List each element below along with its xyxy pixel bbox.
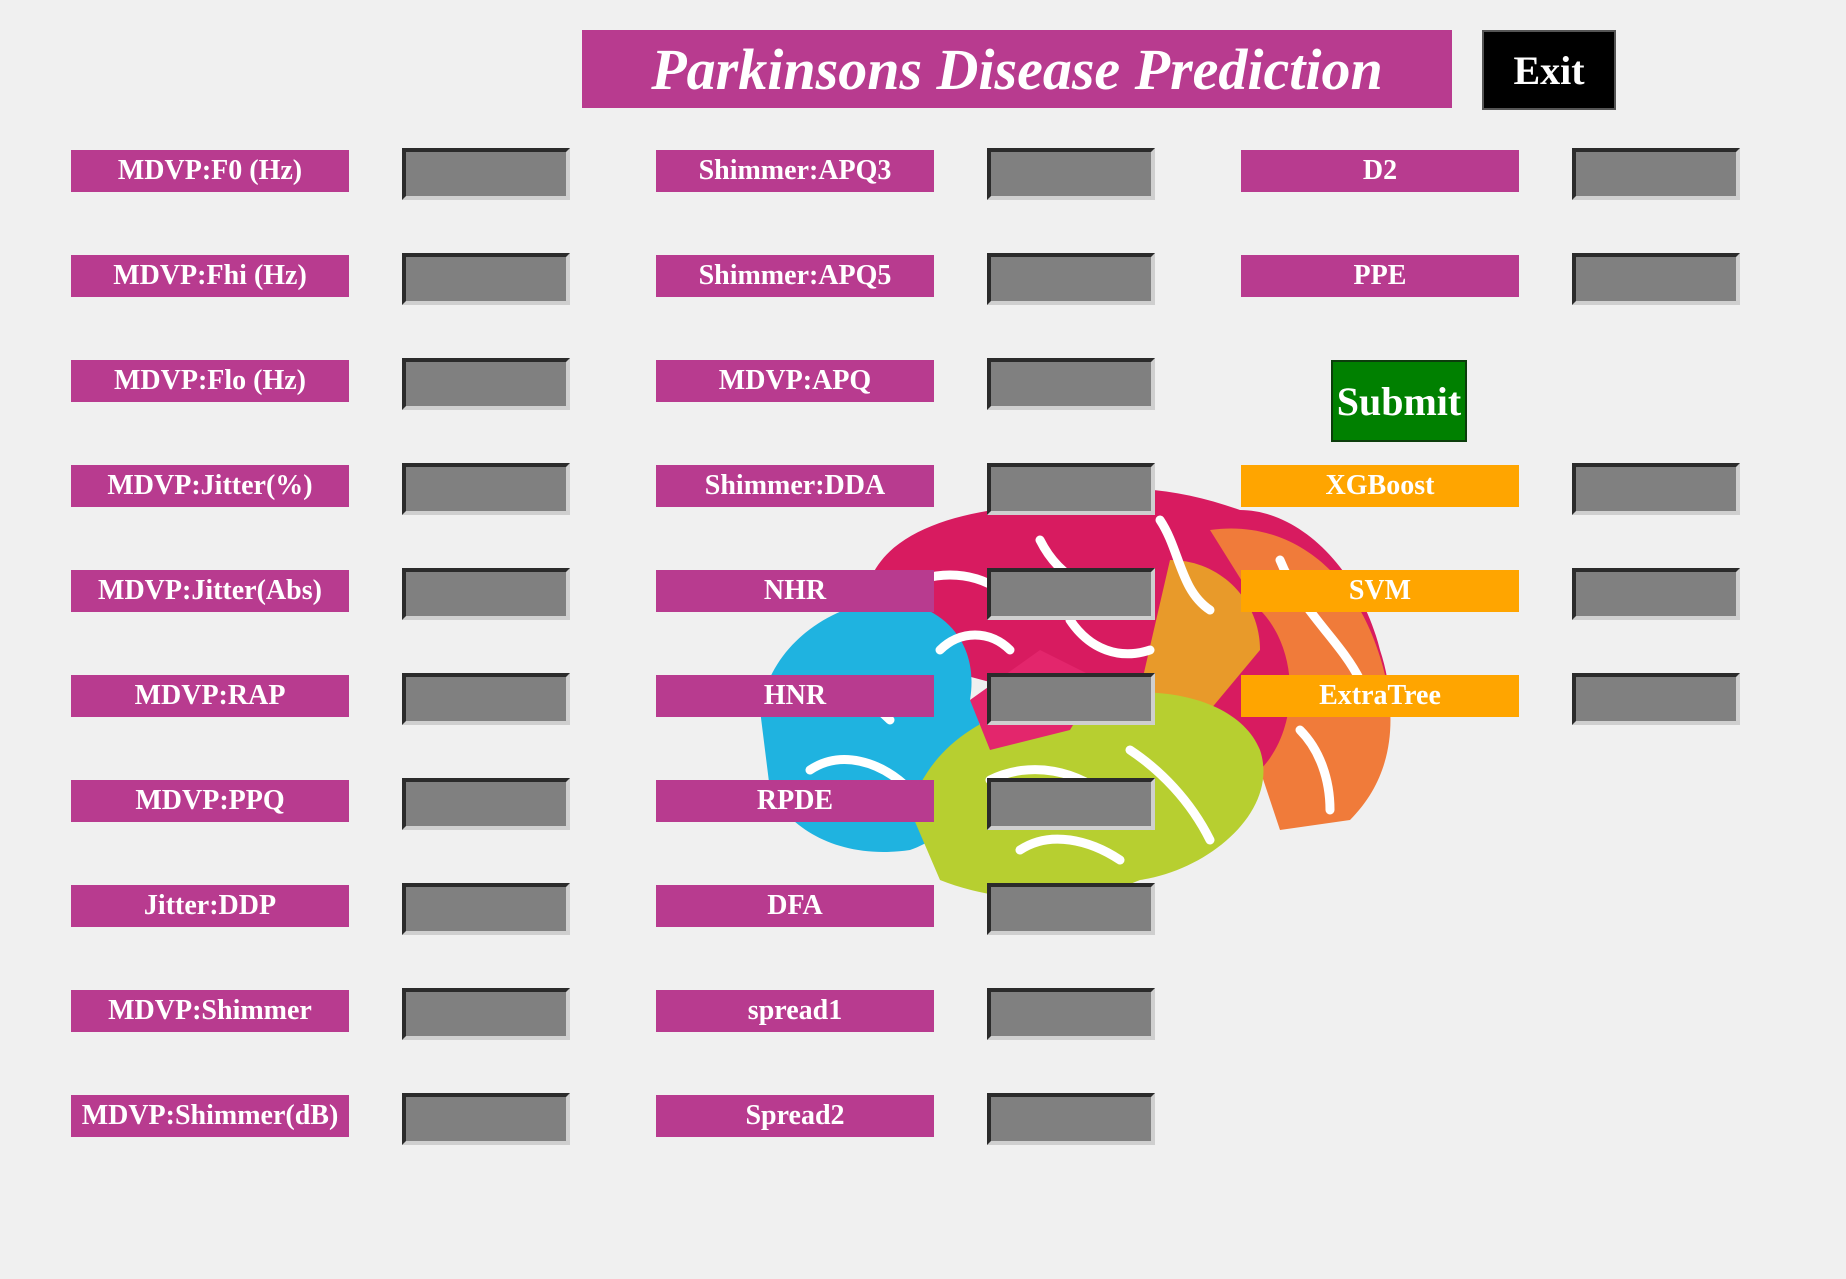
submit-button[interactable]: Submit	[1331, 360, 1467, 442]
feature-input-nhr[interactable]	[987, 568, 1155, 620]
feature-input-dfa[interactable]	[987, 883, 1155, 935]
feature-input-mdvp-jitter-abs[interactable]	[402, 568, 570, 620]
feature-label-mdvp-shimmer: MDVP:Shimmer	[71, 990, 349, 1032]
model-result-label-svm: SVM	[1241, 570, 1519, 612]
feature-input-spread1[interactable]	[987, 988, 1155, 1040]
feature-label-nhr: NHR	[656, 570, 934, 612]
feature-label-shimmer-dda: Shimmer:DDA	[656, 465, 934, 507]
feature-input-shimmer-apq3[interactable]	[987, 148, 1155, 200]
feature-input-mdvp-shimmer[interactable]	[402, 988, 570, 1040]
feature-label-mdvp-fhi-hz: MDVP:Fhi (Hz)	[71, 255, 349, 297]
feature-label-mdvp-jitter: MDVP:Jitter(%)	[71, 465, 349, 507]
feature-input-spread2[interactable]	[987, 1093, 1155, 1145]
feature-label-mdvp-apq: MDVP:APQ	[656, 360, 934, 402]
feature-input-mdvp-flo-hz[interactable]	[402, 358, 570, 410]
feature-label-dfa: DFA	[656, 885, 934, 927]
model-result-label-xgboost: XGBoost	[1241, 465, 1519, 507]
feature-label-shimmer-apq3: Shimmer:APQ3	[656, 150, 934, 192]
feature-label-ppe: PPE	[1241, 255, 1519, 297]
page-title: Parkinsons Disease Prediction	[582, 30, 1452, 108]
feature-input-jitter-ddp[interactable]	[402, 883, 570, 935]
feature-input-mdvp-ppq[interactable]	[402, 778, 570, 830]
exit-button[interactable]: Exit	[1482, 30, 1616, 110]
feature-label-mdvp-jitter-abs: MDVP:Jitter(Abs)	[71, 570, 349, 612]
feature-label-shimmer-apq5: Shimmer:APQ5	[656, 255, 934, 297]
feature-label-mdvp-flo-hz: MDVP:Flo (Hz)	[71, 360, 349, 402]
feature-input-d2[interactable]	[1572, 148, 1740, 200]
feature-input-hnr[interactable]	[987, 673, 1155, 725]
feature-label-spread1: spread1	[656, 990, 934, 1032]
feature-label-rpde: RPDE	[656, 780, 934, 822]
feature-input-mdvp-fhi-hz[interactable]	[402, 253, 570, 305]
feature-input-ppe[interactable]	[1572, 253, 1740, 305]
feature-input-mdvp-shimmer-db[interactable]	[402, 1093, 570, 1145]
feature-input-mdvp-rap[interactable]	[402, 673, 570, 725]
feature-label-mdvp-f0-hz: MDVP:F0 (Hz)	[71, 150, 349, 192]
feature-label-mdvp-shimmer-db: MDVP:Shimmer(dB)	[71, 1095, 349, 1137]
feature-input-mdvp-apq[interactable]	[987, 358, 1155, 410]
feature-input-mdvp-jitter[interactable]	[402, 463, 570, 515]
model-result-input-svm[interactable]	[1572, 568, 1740, 620]
model-result-input-extratree[interactable]	[1572, 673, 1740, 725]
feature-input-shimmer-dda[interactable]	[987, 463, 1155, 515]
feature-label-mdvp-rap: MDVP:RAP	[71, 675, 349, 717]
model-result-input-xgboost[interactable]	[1572, 463, 1740, 515]
feature-input-mdvp-f0-hz[interactable]	[402, 148, 570, 200]
feature-label-spread2: Spread2	[656, 1095, 934, 1137]
feature-label-d2: D2	[1241, 150, 1519, 192]
feature-label-hnr: HNR	[656, 675, 934, 717]
feature-label-jitter-ddp: Jitter:DDP	[71, 885, 349, 927]
model-result-label-extratree: ExtraTree	[1241, 675, 1519, 717]
feature-label-mdvp-ppq: MDVP:PPQ	[71, 780, 349, 822]
feature-input-shimmer-apq5[interactable]	[987, 253, 1155, 305]
feature-input-rpde[interactable]	[987, 778, 1155, 830]
